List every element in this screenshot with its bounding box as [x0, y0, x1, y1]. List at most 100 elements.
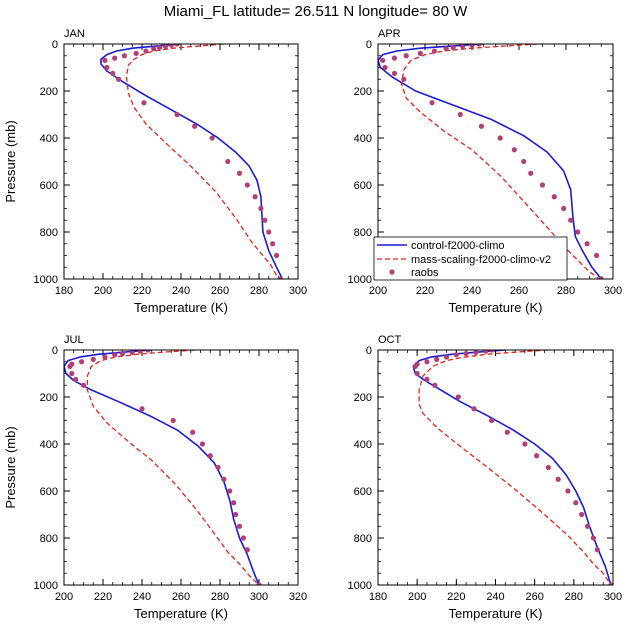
y-tick-label: 400 [40, 133, 58, 145]
x-tick-label: 300 [250, 591, 268, 603]
raobs-point [112, 352, 118, 358]
x-axis-label: Temperature (K) [134, 300, 228, 315]
raobs-point [116, 76, 122, 82]
raobs-point [102, 57, 108, 64]
raobs-point [252, 194, 258, 200]
raobs-point [227, 488, 233, 494]
raobs-point [593, 252, 600, 259]
raobs-point [190, 429, 196, 435]
raobs-point [192, 123, 198, 129]
x-tick-label: 280 [250, 285, 268, 297]
raobs-point [443, 46, 449, 52]
raobs-point [473, 350, 479, 355]
panel-oct: 180 200 220 240 260 280 300 0 200 400 600 800 1000 Te… [348, 334, 623, 621]
raobs-point [594, 547, 600, 553]
y-tick-label: 200 [40, 392, 58, 404]
raobs-point [270, 241, 276, 247]
y-tick-label: 0 [52, 345, 58, 357]
x-tick-label: 280 [557, 285, 575, 297]
raobs-point [73, 376, 79, 382]
raobs-point [476, 44, 482, 47]
y-tick-label: 600 [40, 486, 58, 498]
raobs-point [121, 53, 128, 59]
y-tick-label: 400 [354, 133, 372, 145]
y-axis-label: Pressure (mb) [3, 426, 18, 508]
raobs-point [488, 417, 495, 424]
raobs-point [207, 453, 213, 459]
x-tick-label: 220 [133, 285, 151, 297]
raobs-point [225, 158, 231, 165]
y-tick-label: 0 [52, 39, 58, 51]
raobs-point [233, 511, 239, 518]
x-tick-label: 240 [172, 285, 190, 297]
raobs-point [102, 354, 108, 360]
legend-mass-label: mass-scaling-f2000-climo-v2 [411, 254, 551, 266]
raobs-point [391, 55, 398, 61]
raobs-point [521, 158, 527, 165]
raobs-point [453, 352, 459, 358]
control-series-line [100, 44, 284, 279]
x-tick-label: 220 [94, 591, 112, 603]
legend-box [373, 236, 568, 281]
raobs-point [463, 350, 469, 357]
raobs-point [78, 359, 85, 365]
control-series-line [412, 350, 612, 585]
raobs-point [112, 55, 118, 61]
control-series-line [378, 44, 602, 279]
raobs-point [488, 350, 495, 353]
y-tick-label: 1000 [34, 274, 58, 286]
raobs-point [414, 370, 420, 377]
raobs-point [573, 500, 579, 506]
raobs-point [598, 276, 604, 279]
panel-label: OCT [378, 334, 402, 346]
x-tick-label: 180 [55, 285, 73, 297]
x-tick-label: 200 [408, 591, 426, 603]
y-axis-label: Pressure (mb) [3, 120, 18, 202]
raobs-point [174, 44, 180, 47]
raobs-point [429, 100, 435, 106]
raobs-point [460, 44, 466, 49]
y-tick-label: 800 [354, 227, 372, 239]
raobs-point [497, 135, 503, 141]
raobs-point [174, 111, 180, 118]
y-tick-label: 1000 [348, 274, 372, 286]
raobs-point [145, 350, 151, 353]
legend-raobs-swatch [389, 269, 395, 275]
raobs-point [424, 359, 430, 365]
raobs-point [434, 356, 440, 362]
raobs-point [141, 100, 147, 106]
raobs-point [262, 217, 268, 223]
raobs-point [534, 453, 540, 459]
y-tick-label: 800 [40, 227, 58, 239]
raobs-point [511, 147, 517, 153]
raobs-point [391, 70, 398, 76]
raobs-point [119, 350, 126, 357]
raobs-point [403, 53, 409, 59]
raobs-point [455, 394, 461, 400]
raobs-point [240, 535, 246, 541]
plot-frame [63, 349, 299, 586]
y-tick-label: 600 [354, 486, 372, 498]
raobs-point [522, 441, 528, 447]
raobs-point [431, 48, 437, 54]
x-tick-label: 260 [510, 285, 528, 297]
raobs-point [545, 464, 551, 471]
panel-label: APR [378, 28, 401, 40]
x-tick-label: 200 [369, 285, 387, 297]
mass-scaling-series-line [125, 44, 280, 279]
raobs-point [143, 48, 149, 54]
raobs-point [110, 70, 116, 76]
y-tick-label: 200 [40, 86, 58, 98]
x-tick-label: 200 [55, 591, 73, 603]
x-tick-label: 320 [289, 591, 307, 603]
raobs-point [483, 350, 489, 354]
raobs-point [584, 241, 590, 247]
raobs-point [133, 50, 139, 57]
raobs-point [584, 523, 591, 529]
raobs-point [162, 44, 168, 49]
x-tick-label: 280 [211, 591, 229, 603]
raobs-point [424, 376, 430, 382]
y-tick-label: 400 [354, 439, 372, 451]
raobs-point [236, 523, 243, 529]
raobs-point [137, 350, 143, 354]
